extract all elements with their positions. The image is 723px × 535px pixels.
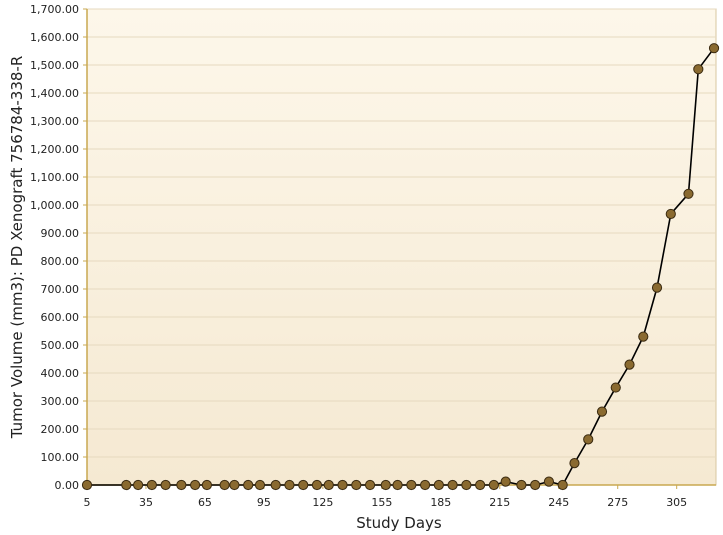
x-tick-label: 215	[489, 496, 510, 509]
data-point	[229, 479, 240, 491]
data-point	[311, 479, 323, 491]
y-tick-label: 1,600.00	[30, 31, 79, 44]
data-point	[254, 479, 266, 491]
data-point	[596, 406, 608, 417]
x-tick-label: 125	[312, 496, 333, 509]
y-tick-label: 300.00	[41, 395, 80, 408]
y-tick-label: 0.00	[55, 479, 80, 492]
data-point	[219, 479, 230, 491]
data-point	[406, 479, 417, 491]
data-point	[530, 479, 541, 491]
data-point	[624, 359, 635, 370]
data-point	[146, 479, 157, 491]
y-tick-label: 900.00	[41, 227, 80, 240]
data-point	[651, 282, 663, 293]
x-tick-label: 185	[430, 496, 451, 509]
data-point	[121, 479, 132, 491]
y-tick-label: 700.00	[41, 283, 80, 296]
x-tick-label: 245	[548, 496, 569, 509]
plot-area	[86, 8, 717, 486]
data-point	[270, 479, 281, 491]
data-point	[475, 479, 486, 491]
data-point	[419, 479, 431, 491]
data-point	[543, 476, 555, 487]
y-tick-label: 200.00	[41, 423, 80, 436]
data-point	[638, 331, 649, 342]
data-point	[461, 479, 472, 491]
data-point	[683, 188, 694, 199]
data-point	[516, 479, 527, 491]
data-point	[81, 479, 93, 491]
x-tick-label: 305	[666, 496, 687, 509]
data-point	[364, 479, 376, 491]
data-point	[610, 382, 621, 393]
data-point	[708, 43, 720, 54]
y-tick-label: 1,200.00	[30, 143, 79, 156]
y-tick-label: 800.00	[41, 255, 80, 268]
data-point	[133, 479, 144, 491]
x-axis-title: Study Days	[356, 514, 442, 532]
grid	[87, 8, 716, 458]
x-tick-label: 155	[371, 496, 392, 509]
data-point	[201, 479, 213, 491]
data-point	[447, 479, 458, 491]
y-tick-label: 1,700.00	[30, 3, 79, 16]
series	[81, 43, 720, 491]
data-point	[392, 479, 403, 491]
data-point	[351, 479, 362, 491]
data-point	[160, 479, 171, 491]
y-tick-label: 600.00	[41, 311, 80, 324]
data-point	[190, 479, 201, 491]
y-tick-label: 1,300.00	[30, 115, 79, 128]
data-point	[488, 479, 499, 491]
y-axis-ticks: 0.00 100.00 200.00 300.00 400.00 500.00 600.00…	[30, 3, 87, 492]
x-tick-label: 5	[84, 496, 91, 509]
x-tick-label: 275	[607, 496, 628, 509]
y-tick-label: 100.00	[41, 451, 80, 464]
y-tick-label: 400.00	[41, 367, 80, 380]
data-point	[557, 479, 568, 491]
data-point	[569, 458, 580, 469]
data-point	[298, 479, 309, 491]
data-point	[693, 64, 704, 75]
x-tick-label: 65	[198, 496, 212, 509]
y-axis-title: Tumor Volume (mm3): PD Xenograft 756784-…	[8, 56, 26, 440]
data-point	[583, 434, 594, 445]
data-point	[176, 479, 187, 491]
data-point	[433, 479, 444, 491]
y-tick-label: 1,000.00	[30, 199, 79, 212]
data-point	[337, 479, 348, 491]
data-point	[323, 479, 334, 491]
x-tick-label: 95	[257, 496, 271, 509]
data-point	[500, 476, 511, 487]
y-tick-label: 500.00	[41, 339, 80, 352]
data-point	[665, 208, 676, 220]
y-tick-label: 1,100.00	[30, 171, 79, 184]
x-tick-label: 35	[139, 496, 153, 509]
data-point	[284, 479, 295, 491]
y-tick-label: 1,400.00	[30, 87, 79, 100]
y-tick-label: 1,500.00	[30, 59, 79, 72]
data-point	[380, 479, 391, 491]
data-point	[243, 479, 254, 491]
x-axis-ticks: 5 35 65 95 125 155 185 215 245 275 305	[84, 485, 687, 509]
